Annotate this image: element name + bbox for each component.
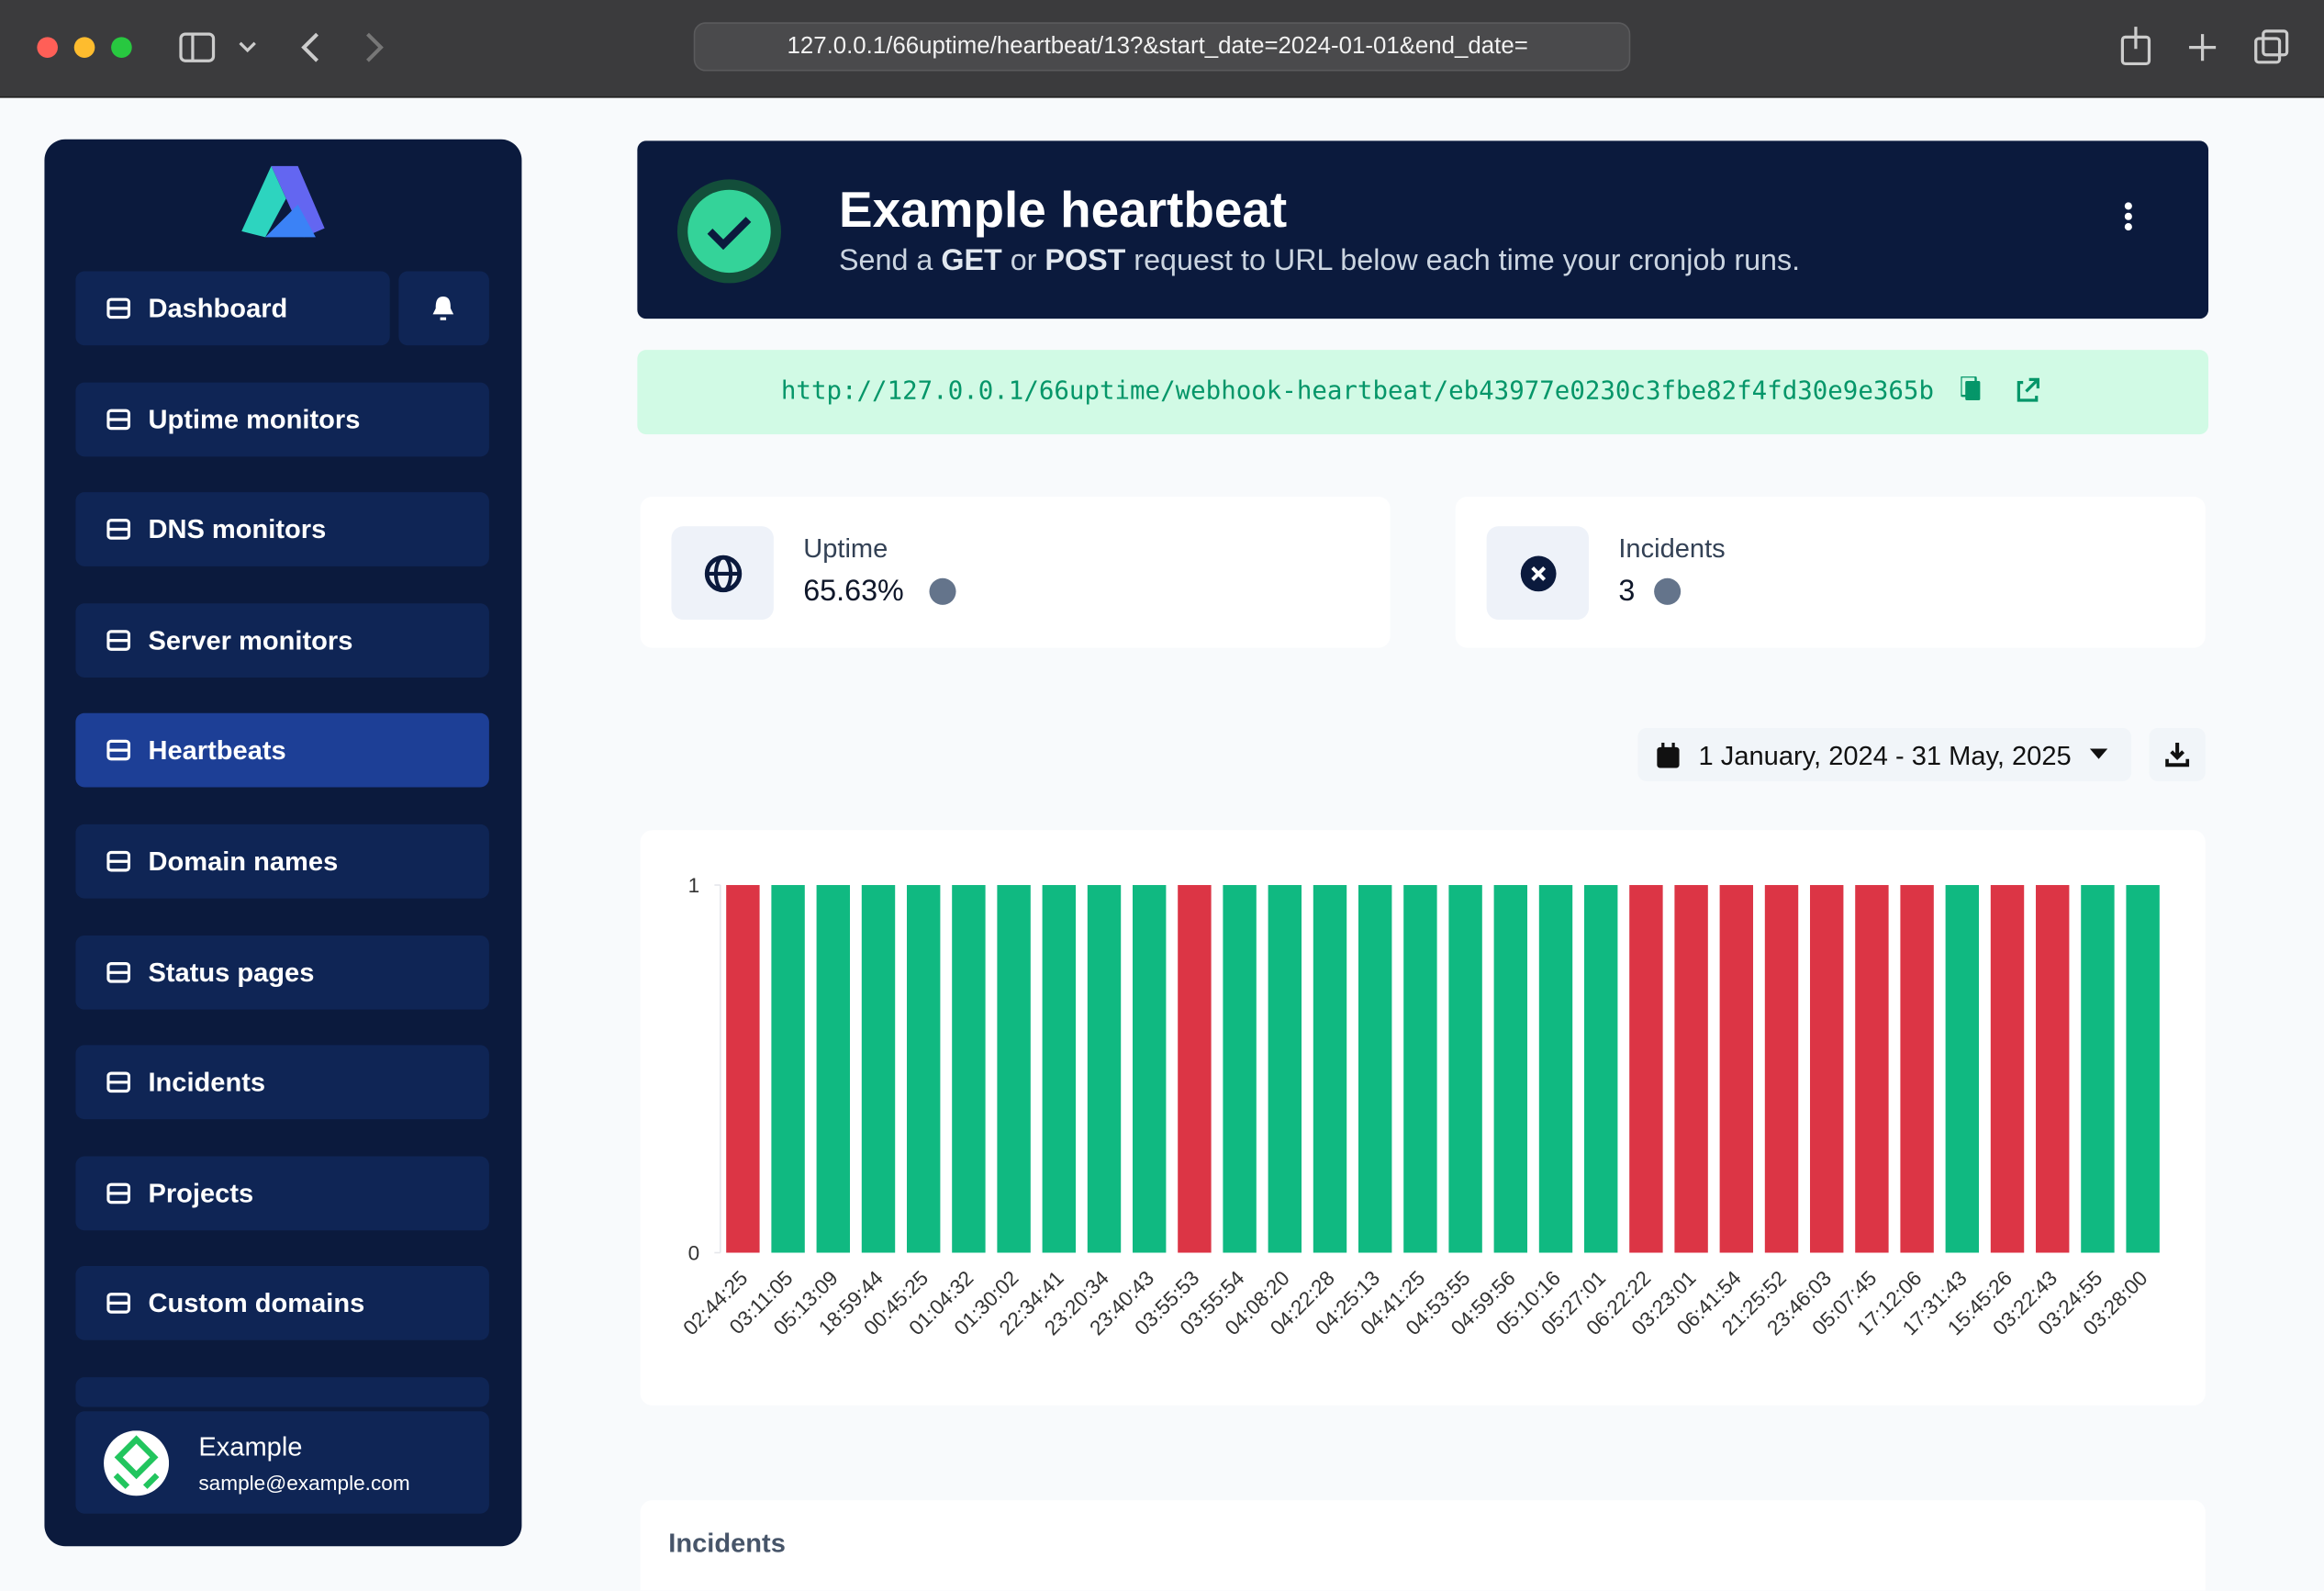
y-tick-label: 1 — [688, 874, 700, 897]
bar — [1133, 885, 1166, 1252]
bar — [1674, 885, 1707, 1252]
bar — [1855, 885, 1888, 1252]
bar — [1268, 885, 1302, 1252]
y-tick-label: 0 — [688, 1242, 700, 1265]
bar — [817, 885, 850, 1252]
bar — [1223, 885, 1256, 1252]
bar — [862, 885, 895, 1252]
bar — [2081, 885, 2114, 1252]
incidents-card: Incidents — [641, 1500, 2206, 1591]
bar — [1810, 885, 1843, 1252]
bar — [2036, 885, 2069, 1252]
bar — [952, 885, 985, 1252]
bar — [997, 885, 1030, 1252]
bar — [1178, 885, 1211, 1252]
bar — [726, 885, 759, 1252]
bar — [1088, 885, 1121, 1252]
bar — [2126, 885, 2159, 1252]
bar — [1403, 885, 1436, 1252]
bar — [1991, 885, 2024, 1252]
bar — [1358, 885, 1391, 1252]
bar — [1539, 885, 1572, 1252]
bar — [1043, 885, 1076, 1252]
bar — [771, 885, 804, 1252]
bar — [907, 885, 940, 1252]
bar — [1584, 885, 1617, 1252]
bar — [1946, 885, 1979, 1252]
bar — [1448, 885, 1481, 1252]
bar — [1720, 885, 1753, 1252]
bar — [1629, 885, 1662, 1252]
bar — [1494, 885, 1527, 1252]
bar — [1900, 885, 1933, 1252]
bar — [1765, 885, 1798, 1252]
bar — [1313, 885, 1346, 1252]
incidents-title: Incidents — [668, 1529, 786, 1560]
